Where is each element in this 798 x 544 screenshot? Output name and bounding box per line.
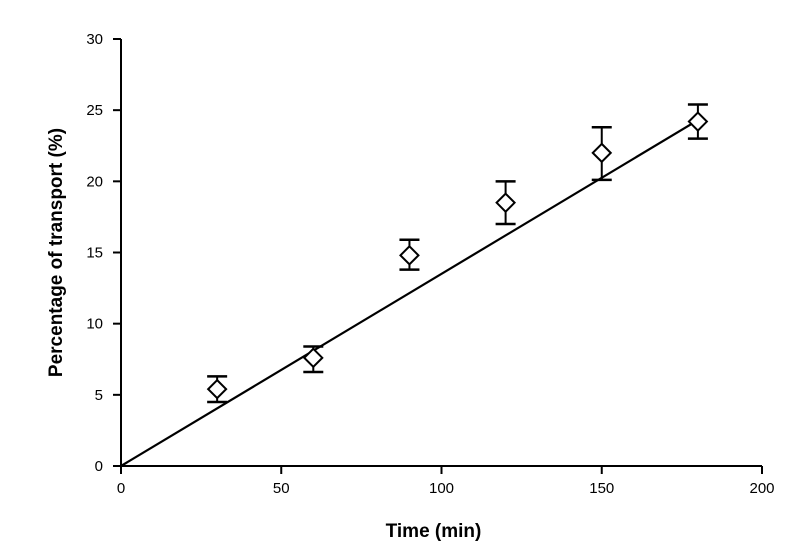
x-tick-label: 0 [117,480,125,497]
axes: 0 50 100 150 200 0 5 10 15 20 25 30 [86,31,774,497]
x-tick-label: 200 [749,480,774,497]
diamond-marker [687,111,709,132]
data-point [495,180,517,226]
y-tick-label: 30 [86,31,103,48]
data-points [206,103,709,404]
y-tick-label: 0 [95,458,103,475]
diamond-marker [399,244,420,266]
y-tick-label: 20 [86,173,103,190]
data-point [687,103,709,140]
diamond-marker [495,192,517,214]
y-tick-label: 25 [86,102,103,119]
data-point [399,238,420,271]
data-point [206,375,228,404]
y-tick-label: 10 [86,316,103,333]
data-point [302,345,324,374]
diamond-marker [206,378,228,400]
y-tick-label: 15 [86,245,103,262]
y-tick-label: 5 [95,387,103,404]
diamond-marker [591,142,613,164]
data-point [591,125,613,182]
x-tick-label: 100 [429,480,454,497]
x-axis-ticks: 0 50 100 150 200 [117,466,775,497]
diamond-marker [302,347,324,369]
fit-line [120,119,699,467]
y-axis-ticks: 0 5 10 15 20 25 30 [86,31,121,475]
x-tick-label: 150 [589,480,614,497]
x-tick-label: 50 [273,480,290,497]
x-axis-title: Time (min) [386,521,482,542]
y-axis-title: Percentage of transport (%) [46,128,67,377]
fit-line-group [120,119,699,467]
